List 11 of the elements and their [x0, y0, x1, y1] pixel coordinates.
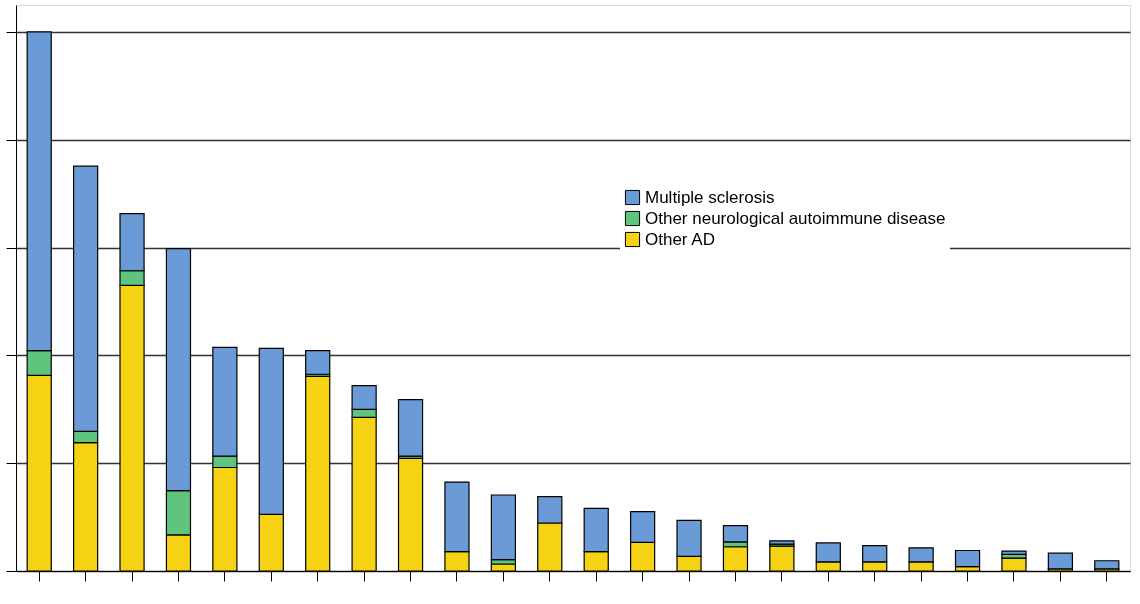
- bar: [1047, 552, 1074, 570]
- bar: [722, 525, 749, 543]
- bar: [1001, 550, 1027, 555]
- legend-label: Other AD: [645, 229, 715, 249]
- bar: [397, 398, 424, 457]
- legend-label: Multiple sclerosis: [645, 187, 775, 207]
- bar: [305, 349, 331, 375]
- bar: [490, 494, 517, 561]
- legend-label: Other neurological autoimmune disease: [645, 208, 946, 228]
- bar: [954, 549, 981, 568]
- bar: [1094, 560, 1120, 570]
